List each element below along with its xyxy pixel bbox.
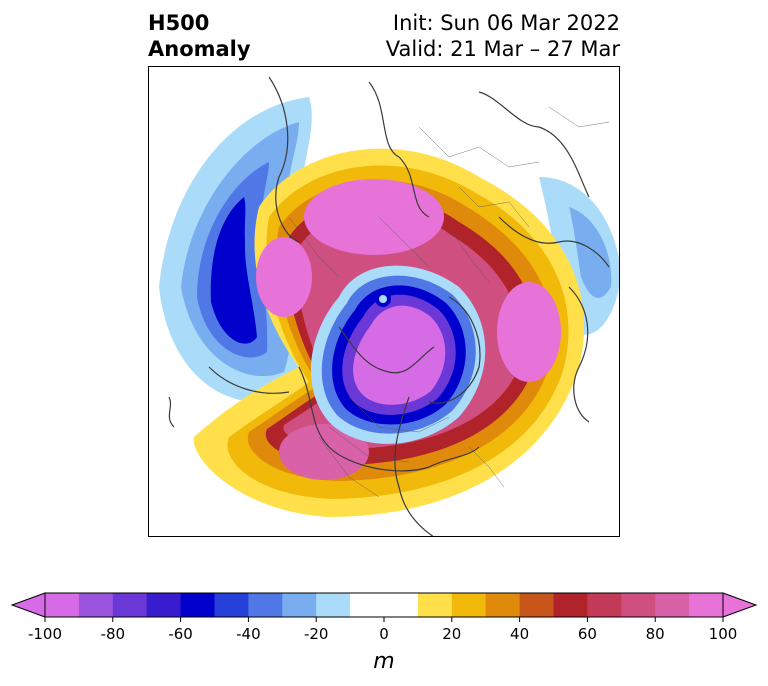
chart-title: H500 Anomaly bbox=[148, 10, 251, 62]
colorbar-tick-label: -80 bbox=[101, 625, 126, 643]
title-line-1: H500 bbox=[148, 11, 210, 35]
colorbar-segment bbox=[485, 593, 521, 617]
coastlines bbox=[168, 76, 610, 536]
colorbar-segment bbox=[112, 593, 148, 617]
colorbar-tick-label: 40 bbox=[510, 625, 529, 643]
colorbar-segment bbox=[689, 593, 724, 617]
colorbar-segment bbox=[316, 593, 351, 617]
colorbar-tick-label: -40 bbox=[236, 625, 261, 643]
colorbar-tick-label: 0 bbox=[379, 625, 389, 643]
colorbar-segment bbox=[350, 593, 385, 617]
colorbar-segment bbox=[146, 593, 182, 617]
colorbar-unit-label: m bbox=[373, 649, 394, 674]
colorbar-ticks: -100 -80 -60 -40 -20 0 20 40 60 80 100 bbox=[28, 617, 737, 643]
map-panel bbox=[148, 66, 620, 537]
colorbar-segment bbox=[451, 593, 487, 617]
country-borders bbox=[288, 106, 610, 498]
negative-anomaly-western-europe bbox=[539, 177, 619, 335]
colorbar-tick-label: -60 bbox=[168, 625, 193, 643]
colorbar-tick-label: 80 bbox=[646, 625, 665, 643]
colorbar-segment bbox=[519, 593, 554, 617]
colorbar-segment bbox=[180, 593, 215, 617]
colorbar-tick-label: -20 bbox=[304, 625, 329, 643]
anomaly-map bbox=[149, 67, 619, 536]
init-date: Init: Sun 06 Mar 2022 bbox=[392, 11, 620, 35]
colorbar-segment bbox=[214, 593, 249, 617]
colorbar-segment bbox=[384, 593, 419, 617]
negative-anomaly-center-north-pole bbox=[310, 265, 486, 444]
chart-subtitle: Init: Sun 06 Mar 2022 Valid: 21 Mar – 27… bbox=[386, 10, 620, 62]
colorbar-segment bbox=[587, 593, 622, 617]
colorbar-arrow-min bbox=[10, 592, 46, 618]
title-line-2: Anomaly bbox=[148, 37, 251, 61]
colorbar-segment bbox=[417, 593, 453, 617]
colorbar-segment bbox=[655, 593, 690, 617]
colorbar-segment bbox=[553, 593, 588, 617]
positive-anomaly-cores bbox=[256, 179, 561, 480]
colorbar-segment bbox=[78, 593, 114, 617]
colorbar: -100 -80 -60 -40 -20 0 20 40 60 80 100 m bbox=[10, 592, 758, 674]
colorbar-segments bbox=[10, 592, 758, 618]
colorbar-segment bbox=[621, 593, 656, 617]
valid-range: Valid: 21 Mar – 27 Mar bbox=[385, 37, 620, 61]
colorbar-tick-label: 100 bbox=[709, 625, 738, 643]
colorbar-segment bbox=[45, 593, 80, 617]
colorbar-tick-label: 20 bbox=[442, 625, 461, 643]
colorbar-tick-label: -100 bbox=[28, 625, 62, 643]
colorbar-segment bbox=[282, 593, 317, 617]
colorbar-tick-label: 60 bbox=[578, 625, 597, 643]
colorbar-arrow-max bbox=[722, 592, 758, 618]
colorbar-segment bbox=[248, 593, 283, 617]
